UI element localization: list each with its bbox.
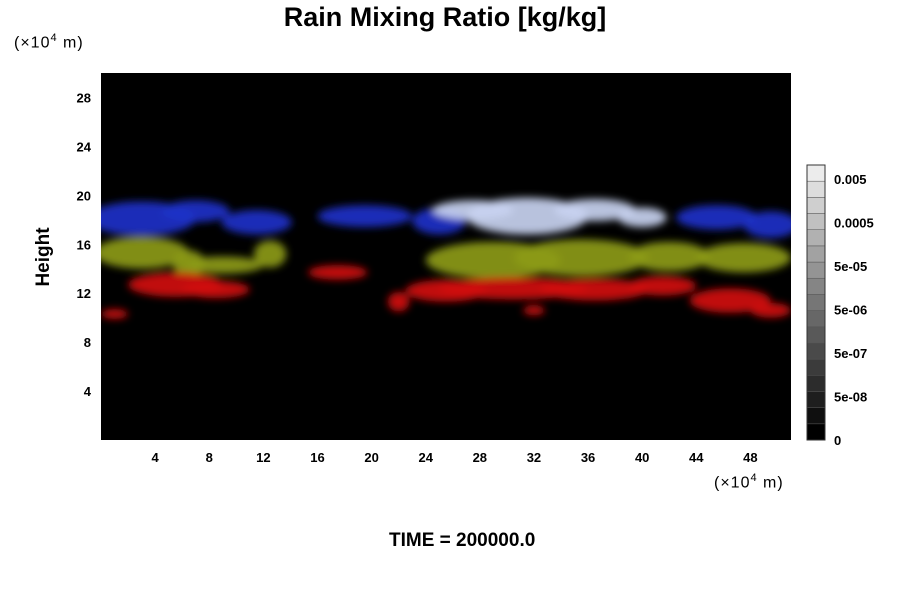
rain-blob-0-2 [221, 210, 292, 235]
y-tick-labels: 4 8 12 16 20 24 28 [77, 90, 92, 399]
colorbar-level [806, 277, 826, 295]
rain-blob-2-2 [182, 256, 264, 274]
y-unit-exponent: 4 [50, 32, 58, 44]
colorbar-level [806, 213, 826, 230]
y-axis-unit: (×104 m) [14, 32, 84, 52]
colorbar-level [806, 180, 826, 198]
colorbar-label: 0.0005 [834, 216, 874, 231]
colorbar-label: 5e-06 [834, 303, 867, 318]
colorbar-level [806, 261, 826, 279]
rain-blob-2-7 [696, 243, 791, 273]
chart-title: Rain Mixing Ratio [kg/kg] [283, 2, 607, 32]
rain-blob-2-3 [253, 240, 287, 268]
x-axis-unit: (×104 m) [714, 472, 784, 492]
rain-blob-3-1 [182, 280, 250, 299]
x-tick-label: 16 [310, 450, 324, 465]
rain-blob-0-3 [317, 205, 413, 228]
colorbar-level [806, 326, 826, 344]
rain-blob-0-5 [676, 205, 758, 230]
x-tick-label: 40 [635, 450, 649, 465]
colorbar-labels: 0.005 0.0005 5e-05 5e-06 5e-07 5e-08 0 [834, 172, 874, 448]
rain-blob-2-0 [101, 236, 189, 269]
rain-blob-2-6 [628, 241, 710, 272]
colorbar-level [806, 407, 826, 425]
x-tick-label: 24 [418, 450, 433, 465]
rain-blob-0-1 [161, 200, 230, 223]
rain-blob-1-2 [554, 199, 636, 222]
colorbar-level [806, 423, 826, 441]
x-tick-label: 28 [473, 450, 487, 465]
colorbar-level [806, 229, 826, 247]
y-tick-label: 28 [77, 90, 91, 105]
colorbar-level [806, 358, 826, 376]
x-tick-label: 12 [256, 450, 270, 465]
colorbar-frame [806, 164, 826, 441]
colorbar-level [806, 310, 826, 328]
rain-blob-3-3 [308, 265, 368, 280]
x-tick-label: 8 [206, 450, 213, 465]
colorbar-label: 5e-05 [834, 259, 867, 274]
x-tick-label: 48 [743, 450, 757, 465]
colorbar-level [806, 197, 826, 214]
rain-blob-3-11 [750, 302, 791, 318]
time-label: TIME = 200000.0 [389, 530, 536, 551]
colorbar-level [806, 294, 826, 311]
rain-blob-3-7 [540, 278, 649, 301]
y-tick-label: 20 [77, 188, 91, 203]
colorbar-level [806, 342, 826, 360]
rain-blob-2-5 [513, 239, 649, 277]
colorbar-level [806, 164, 826, 182]
y-unit-prefix: (×10 [14, 34, 51, 52]
rain-blob-3-10 [689, 288, 771, 313]
colorbar-level [806, 375, 826, 392]
y-tick-label: 12 [77, 286, 91, 301]
x-tick-label: 32 [527, 450, 541, 465]
colorbar-label: 0.005 [834, 172, 867, 187]
rain-blob-1-3 [617, 207, 667, 228]
y-tick-label: 16 [77, 237, 91, 252]
y-tick-label: 8 [84, 335, 91, 350]
y-tick-label: 24 [77, 139, 92, 154]
rain-blob-0-6 [743, 211, 791, 239]
colorbar-label: 0 [834, 433, 841, 448]
rain-blob-3-9 [523, 305, 545, 316]
colorbar-label: 5e-07 [834, 346, 867, 361]
rain-blob-3-2 [101, 309, 129, 319]
y-unit-suffix: m) [57, 34, 84, 52]
x-tick-label: 20 [364, 450, 378, 465]
x-unit-suffix: m) [757, 474, 784, 492]
x-tick-label: 36 [581, 450, 595, 465]
x-unit-exponent: 4 [750, 472, 758, 484]
colorbar [806, 164, 826, 441]
y-tick-label: 4 [84, 384, 92, 399]
x-tick-label: 4 [152, 450, 160, 465]
x-unit-prefix: (×10 [714, 474, 751, 492]
colorbar-level [806, 391, 826, 408]
rain-blob-3-8 [628, 276, 697, 296]
colorbar-label: 5e-08 [834, 390, 867, 405]
colorbar-level [806, 245, 826, 263]
rain-field [101, 197, 791, 319]
rain-blob-3-4 [387, 291, 410, 312]
x-tick-label: 44 [689, 450, 704, 465]
x-tick-labels: 4 8 12 16 20 24 28 32 36 40 44 48 [152, 450, 758, 465]
